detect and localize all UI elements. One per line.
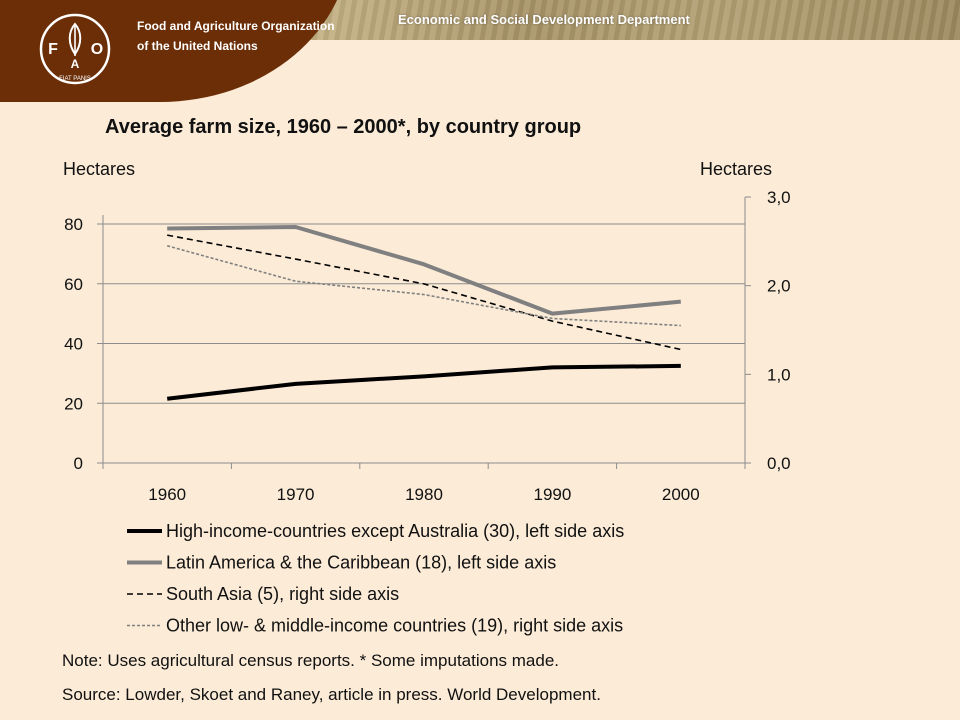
x-tick-label: 1980 xyxy=(405,485,443,504)
legend: High-income-countries except Australia (… xyxy=(127,521,624,636)
axes: 0 20 40 60 80 0,0 1,0 2,0 3,0 1960 1970 1980 1990 200… xyxy=(64,188,791,504)
legend-label-4: Other low- & middle-income countries (19… xyxy=(166,616,623,636)
logo-letter-f: F xyxy=(48,41,58,58)
x-tick-label: 1970 xyxy=(277,485,315,504)
logo-motto: FIAT PANIS xyxy=(59,76,91,82)
line-chart: Hectares Hectares 0 20 40 60 80 0,0 1,0 2,0 3,0 1… xyxy=(63,159,791,636)
right-axis-label: Hectares xyxy=(700,159,772,179)
legend-label-3: South Asia (5), right side axis xyxy=(166,584,399,604)
right-tick-label: 0,0 xyxy=(767,454,791,473)
right-tick-label: 1,0 xyxy=(767,365,791,384)
right-tick-label: 2,0 xyxy=(767,277,791,296)
series-line-3 xyxy=(167,234,681,351)
series-line-4 xyxy=(166,244,681,327)
right-tick-label: 3,0 xyxy=(767,188,791,207)
series-line-2 xyxy=(167,224,681,316)
series-line-1 xyxy=(166,363,681,401)
left-tick-label: 0 xyxy=(74,454,83,473)
chart-source: Source: Lowder, Skoet and Raney, article… xyxy=(62,685,601,704)
left-tick-label: 20 xyxy=(64,394,83,413)
org-name: Food and Agriculture Organization of the… xyxy=(137,19,335,53)
fao-logo-icon: F A O FIAT PANIS xyxy=(39,13,111,85)
department-title: Economic and Social Development Departme… xyxy=(398,12,690,27)
chart-note: Note: Uses agricultural census reports. … xyxy=(62,651,560,670)
left-tick-label: 60 xyxy=(64,275,83,294)
chart-title: Average farm size, 1960 – 2000*, by coun… xyxy=(105,116,582,138)
x-tick-label: 1990 xyxy=(533,485,571,504)
left-axis-label: Hectares xyxy=(63,159,135,179)
left-tick-label: 40 xyxy=(64,335,83,354)
legend-label-1: High-income-countries except Australia (… xyxy=(166,521,624,541)
x-tick-label: 1960 xyxy=(148,485,186,504)
logo-letter-o: O xyxy=(91,41,103,58)
series-lines xyxy=(166,224,681,401)
legend-label-2: Latin America & the Caribbean (18), left… xyxy=(166,553,556,573)
logo-letter-a: A xyxy=(71,57,80,71)
x-tick-label: 2000 xyxy=(662,485,700,504)
left-tick-label: 80 xyxy=(64,215,83,234)
